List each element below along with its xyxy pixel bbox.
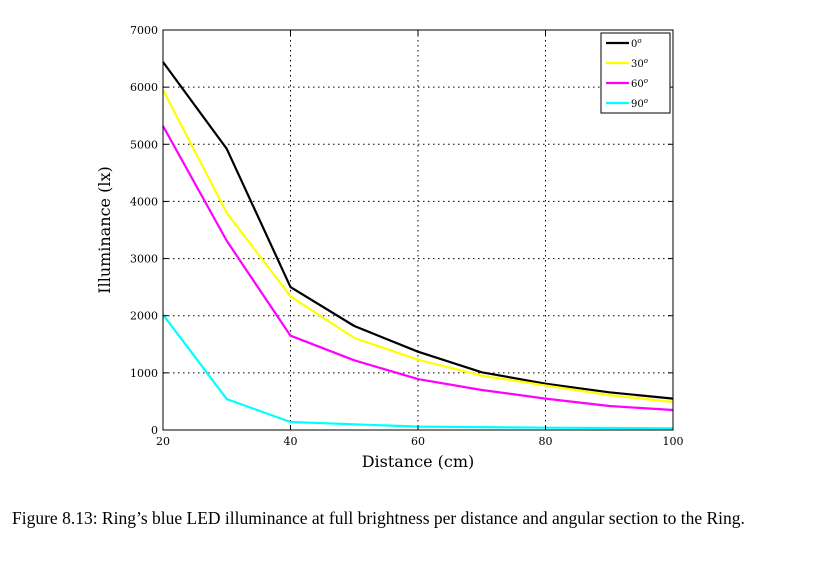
y-tick-label: 0: [151, 424, 158, 437]
y-tick-label: 7000: [130, 24, 158, 37]
y-tick-label: 5000: [130, 138, 158, 151]
legend-entry-90-deg: 90o: [631, 97, 648, 110]
series-line-30-deg: [162, 89, 674, 404]
x-tick-label: 100: [663, 435, 684, 448]
x-tick-label: 40: [284, 435, 298, 448]
figure-caption: Figure 8.13: Ring’s blue LED illuminance…: [12, 508, 745, 528]
y-tick-label: 2000: [130, 310, 158, 323]
y-axis-label: Illuminance (lx): [95, 166, 114, 293]
x-tick-label: 20: [156, 435, 170, 448]
legend-box: [600, 32, 671, 114]
x-axis-label: Distance (cm): [362, 452, 475, 471]
legend: 0o 30o 60o 90o: [600, 32, 671, 114]
x-tick-label: 80: [539, 435, 553, 448]
grid-lines: [163, 30, 673, 430]
legend-entry-0-deg: 0o: [631, 37, 642, 50]
y-tick-label: 1000: [130, 367, 158, 380]
chart-svg: 20 40 60 80 10001000200030004000500060007000…: [95, 24, 684, 471]
line-chart: 20 40 60 80 100 0 1000 2000 3000 4000 5000 6000 7000…: [95, 24, 684, 471]
y-tick-label: 3000: [130, 253, 158, 266]
series-line-60-deg: [162, 125, 674, 412]
y-tick-label: 4000: [130, 195, 158, 208]
y-tick-label: 6000: [130, 81, 158, 94]
legend-entry-30-deg: 30o: [631, 57, 648, 70]
series-line-0-deg: [162, 61, 674, 400]
x-tick-label: 60: [411, 435, 425, 448]
legend-entry-60-deg: 60o: [631, 77, 648, 90]
